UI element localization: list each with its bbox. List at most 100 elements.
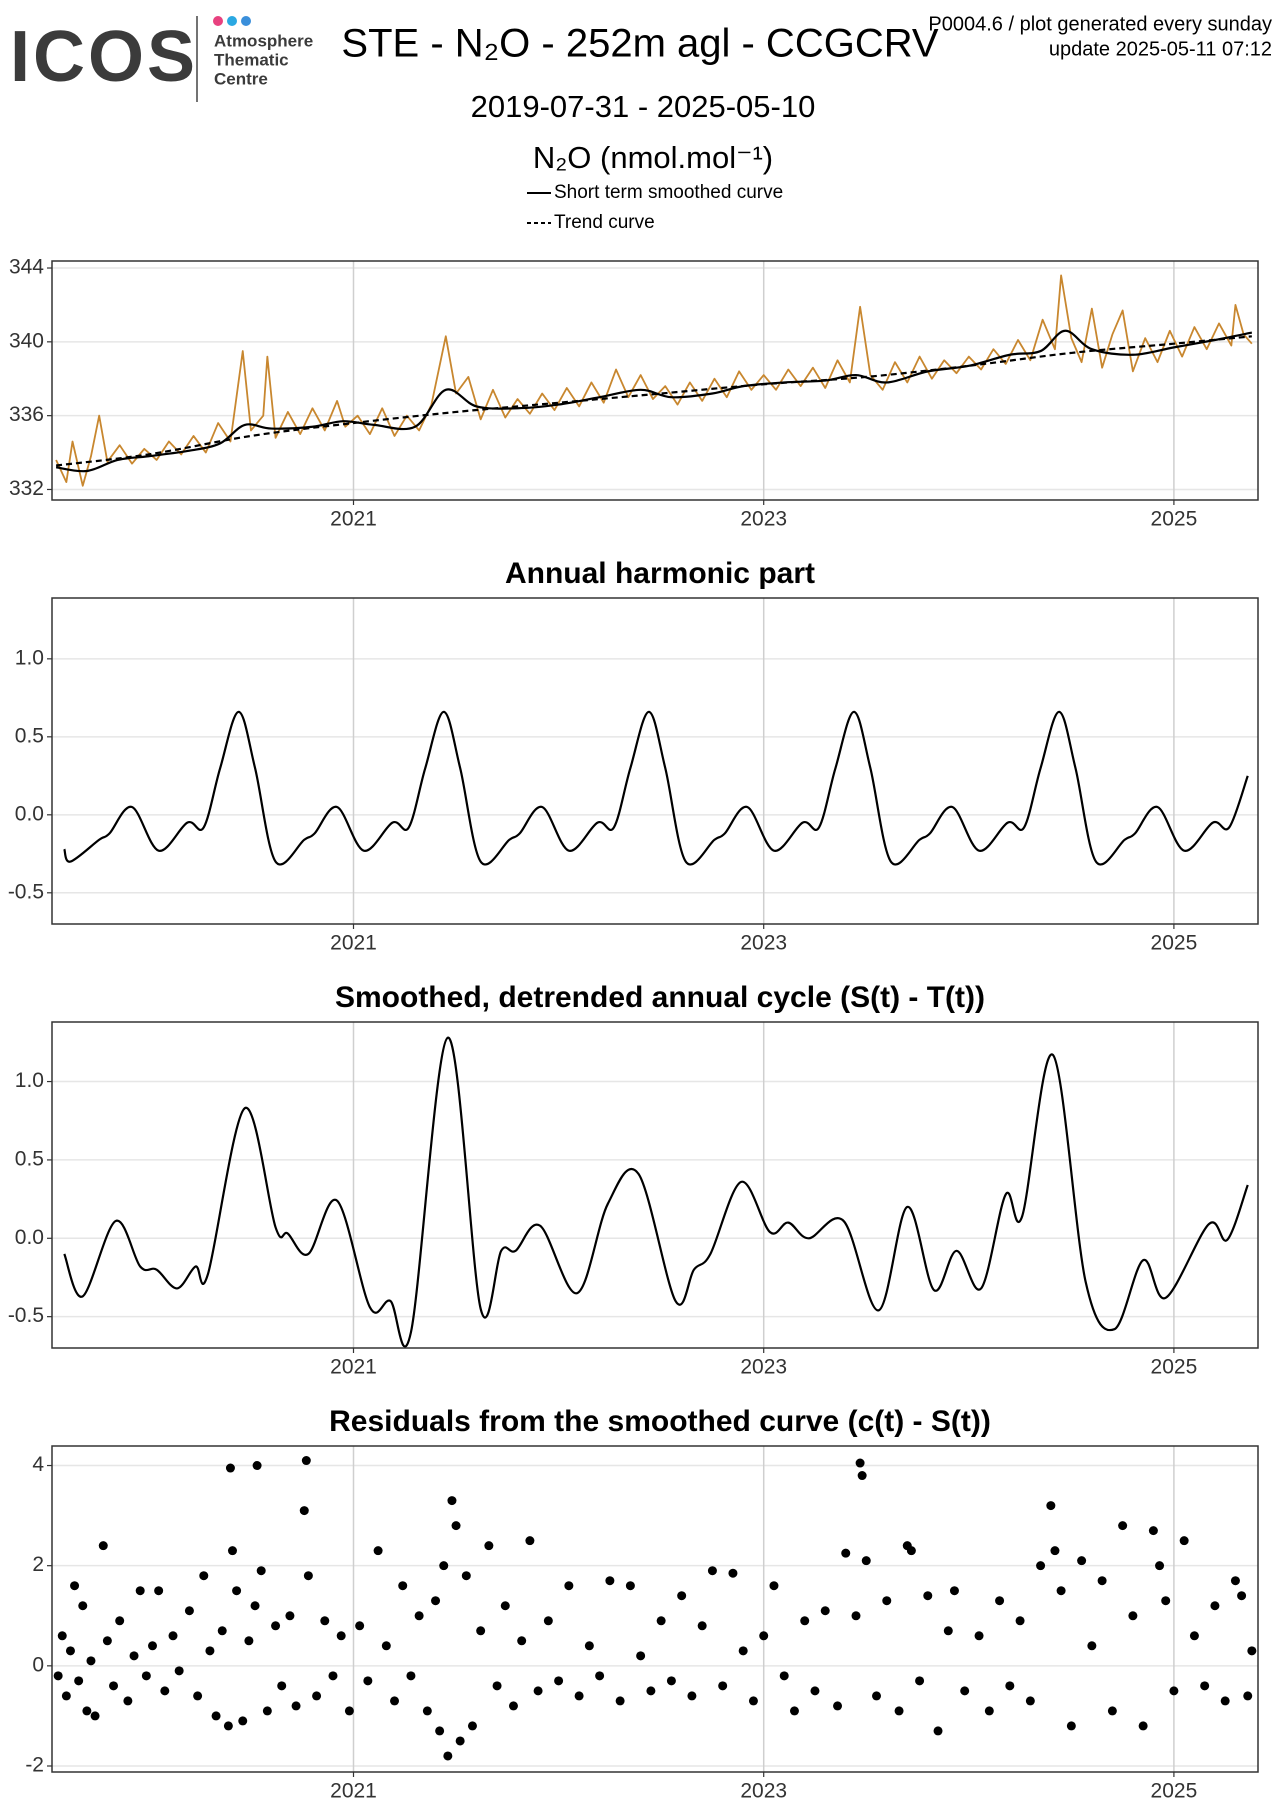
point <box>227 1546 237 1556</box>
point <box>238 1716 248 1726</box>
point <box>232 1586 242 1596</box>
y-tick-label: 340 <box>9 329 44 352</box>
panel-title: Annual harmonic part <box>505 557 815 590</box>
point <box>855 1458 865 1468</box>
point <box>1179 1536 1189 1546</box>
point <box>943 1626 953 1636</box>
point <box>615 1696 625 1706</box>
y-tick-label: -2 <box>25 1754 44 1777</box>
point <box>1077 1556 1087 1566</box>
point <box>168 1631 178 1641</box>
point <box>1230 1576 1240 1586</box>
y-tick-label: 2 <box>32 1553 44 1576</box>
panel-title: Residuals from the smoothed curve (c(t) … <box>329 1405 991 1438</box>
point <box>312 1691 322 1701</box>
point <box>800 1616 810 1626</box>
line-series <box>55 274 1253 487</box>
point <box>564 1581 574 1591</box>
point <box>500 1601 510 1611</box>
point <box>90 1711 100 1721</box>
point <box>1107 1706 1117 1716</box>
point <box>135 1586 145 1596</box>
point <box>78 1601 88 1611</box>
point <box>373 1546 383 1556</box>
point <box>666 1676 676 1686</box>
point <box>336 1631 346 1641</box>
point <box>476 1626 486 1636</box>
x-tick-label: 2021 <box>330 1780 377 1800</box>
point <box>820 1606 830 1616</box>
point <box>160 1686 170 1696</box>
point <box>1036 1561 1046 1571</box>
y-tick-label: 4 <box>32 1453 44 1476</box>
point <box>285 1611 295 1621</box>
point <box>381 1641 391 1651</box>
point <box>1005 1681 1015 1691</box>
legend-label: Trend curve <box>554 212 655 233</box>
point <box>508 1701 518 1711</box>
y-tick-label: 1.0 <box>15 1069 44 1092</box>
point <box>1128 1611 1138 1621</box>
y-tick-label: -0.5 <box>8 1304 44 1327</box>
point <box>390 1696 400 1706</box>
point <box>61 1691 71 1701</box>
point <box>291 1701 301 1711</box>
x-tick-label: 2021 <box>330 932 377 955</box>
point <box>363 1676 373 1686</box>
point <box>320 1616 330 1626</box>
plot-border <box>51 597 1259 925</box>
point <box>443 1751 453 1761</box>
point <box>344 1706 354 1716</box>
point <box>1155 1561 1165 1571</box>
point <box>256 1566 266 1576</box>
point <box>184 1606 194 1616</box>
update: update 2025-05-11 07:12 <box>1049 38 1272 60</box>
point <box>328 1671 338 1681</box>
y-tick-label: 0.5 <box>15 724 44 747</box>
point <box>252 1461 262 1471</box>
point <box>53 1671 63 1681</box>
x-tick-label: 2025 <box>1151 932 1198 955</box>
point <box>271 1621 281 1631</box>
point <box>299 1506 309 1516</box>
point <box>86 1656 96 1666</box>
point <box>70 1581 80 1591</box>
plot-background <box>52 598 1258 924</box>
point <box>102 1636 112 1646</box>
y-tick-label: 332 <box>9 477 44 500</box>
point <box>656 1616 666 1626</box>
point <box>894 1706 904 1716</box>
logo-dot <box>227 16 237 26</box>
point <box>439 1561 449 1571</box>
point <box>82 1706 92 1716</box>
x-tick-label: 2025 <box>1151 508 1198 531</box>
point <box>882 1596 892 1606</box>
point <box>718 1681 728 1691</box>
x-tick-label: 2023 <box>740 1780 787 1800</box>
point <box>406 1671 416 1681</box>
plot-background <box>52 1446 1258 1772</box>
point <box>211 1711 221 1721</box>
point <box>949 1586 959 1596</box>
point <box>728 1568 738 1578</box>
point <box>217 1626 227 1636</box>
point <box>484 1541 494 1551</box>
point <box>492 1681 502 1691</box>
logo: ICOS <box>10 17 198 97</box>
point <box>1056 1586 1066 1596</box>
point <box>154 1586 164 1596</box>
plot-background <box>52 261 1258 500</box>
point <box>554 1676 564 1686</box>
point <box>1189 1631 1199 1641</box>
point <box>677 1591 687 1601</box>
point <box>65 1646 75 1656</box>
point <box>250 1601 260 1611</box>
logo-dot <box>241 16 251 26</box>
x-tick-label: 2023 <box>740 508 787 531</box>
point <box>123 1696 133 1706</box>
line-series <box>55 329 1253 473</box>
point <box>1118 1521 1128 1531</box>
point <box>303 1571 313 1581</box>
point <box>533 1686 543 1696</box>
